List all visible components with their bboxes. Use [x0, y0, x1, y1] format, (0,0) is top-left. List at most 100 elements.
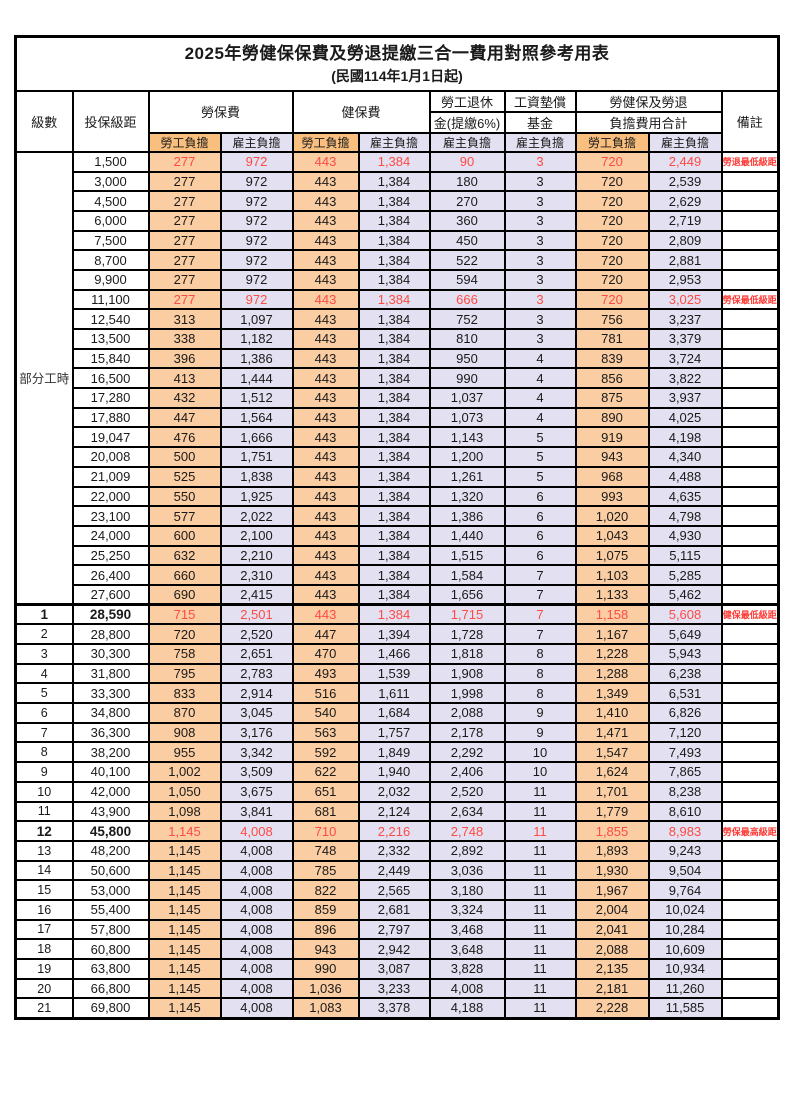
value-cell: 7,493	[647, 741, 723, 764]
bracket-cell: 28,590	[71, 603, 150, 626]
premium-reference-table: 2025年勞健保保費及勞退提繳三合一費用對照參考用表 (民國114年1月1日起)…	[14, 35, 781, 1020]
remark-cell	[720, 446, 780, 468]
value-cell: 833	[147, 682, 222, 705]
level-cell: 13	[14, 839, 74, 862]
value-cell: 3,237	[647, 308, 723, 330]
table-row: 9 40,100 1,002 3,509 622 1,940 2,406 10 1,624 7,8…	[14, 761, 780, 783]
value-cell: 720	[574, 229, 650, 252]
bracket-cell: 16,500	[71, 367, 150, 390]
table-row: 7,500 277 972 443 1,384 450 3 720 2,809	[16, 229, 780, 252]
level-cell: 10	[14, 780, 74, 803]
value-cell: 592	[291, 741, 360, 764]
value-cell: 1,394	[357, 623, 431, 645]
remark-cell	[720, 643, 780, 665]
value-cell: 1,167	[574, 623, 650, 645]
value-cell: 1,547	[574, 741, 650, 764]
value-cell: 1,728	[428, 623, 506, 645]
value-cell: 5,649	[647, 623, 723, 645]
value-cell: 1,384	[357, 406, 431, 429]
value-cell: 6,238	[647, 662, 723, 685]
table-row: 25,250 632 2,210 443 1,384 1,515 6 1,075 5,115	[16, 544, 780, 567]
bracket-cell: 60,800	[71, 938, 150, 960]
value-cell: 10	[503, 741, 577, 764]
value-cell: 525	[147, 465, 222, 488]
value-cell: 1,050	[147, 780, 222, 803]
value-cell: 7	[503, 564, 577, 586]
bracket-cell: 7,500	[71, 229, 150, 252]
level-cell: 14	[14, 859, 74, 882]
value-cell: 2,041	[574, 918, 650, 941]
value-cell: 2,216	[357, 820, 431, 842]
value-cell: 3,937	[647, 387, 723, 409]
value-cell: 10,284	[647, 918, 723, 941]
remark-cell	[720, 918, 780, 941]
value-cell: 476	[147, 426, 222, 449]
bracket-cell: 1,500	[71, 150, 150, 173]
table-row: 6 34,800 870 3,045 540 1,684 2,088 9 1,410 6,826	[14, 702, 780, 724]
value-cell: 447	[291, 623, 360, 645]
value-cell: 7,865	[647, 761, 723, 783]
value-cell: 8,983	[647, 820, 723, 842]
value-cell: 1,384	[357, 170, 431, 193]
value-cell: 1,715	[428, 603, 506, 626]
value-cell: 720	[574, 150, 650, 173]
value-cell: 11,585	[647, 997, 723, 1020]
table-row: 6,000 277 972 443 1,384 360 3 720 2,719	[16, 209, 780, 232]
table-row: 3 30,300 758 2,651 470 1,466 1,818 8 1,228 5,943	[14, 643, 780, 665]
level-cell: 6	[14, 702, 74, 724]
value-cell: 1,410	[574, 702, 650, 724]
bracket-cell: 45,800	[71, 820, 150, 842]
value-cell: 715	[147, 603, 222, 626]
value-cell: 3,509	[219, 761, 294, 783]
value-cell: 2,501	[219, 603, 294, 626]
value-cell: 5,943	[647, 643, 723, 665]
value-cell: 1,145	[147, 958, 222, 980]
value-cell: 3,822	[647, 367, 723, 390]
remark-cell	[720, 682, 780, 705]
value-cell: 1,386	[428, 505, 506, 527]
value-cell: 1,145	[147, 839, 222, 862]
table-row: 2 28,800 720 2,520 447 1,394 1,728 7 1,167 5,649	[14, 623, 780, 645]
value-cell: 1,384	[357, 446, 431, 468]
value-cell: 3,342	[219, 741, 294, 764]
table-row: 26,400 660 2,310 443 1,384 1,584 7 1,103 5,285	[16, 564, 780, 586]
value-cell: 1,701	[574, 780, 650, 803]
value-cell: 3	[503, 170, 577, 193]
value-cell: 972	[219, 150, 294, 173]
value-cell: 4,488	[647, 465, 723, 488]
value-cell: 6	[503, 505, 577, 527]
value-cell: 10	[503, 761, 577, 783]
value-cell: 890	[574, 406, 650, 429]
value-cell: 972	[219, 229, 294, 252]
value-cell: 748	[291, 839, 360, 862]
value-cell: 4,008	[428, 977, 506, 1000]
value-cell: 3,087	[357, 958, 431, 980]
bracket-cell: 43,900	[71, 800, 150, 823]
table-row: 部分工時 1,500 277 972 443 1,384 90 3 720 2,449 勞退最低級距	[14, 150, 780, 606]
value-cell: 972	[219, 268, 294, 291]
value-cell: 11,260	[647, 977, 723, 1000]
level-cell: 20	[14, 977, 74, 1000]
value-cell: 1,098	[147, 800, 222, 823]
bracket-cell: 26,400	[71, 564, 150, 586]
value-cell: 4,188	[428, 997, 506, 1020]
value-cell: 470	[291, 643, 360, 665]
value-cell: 443	[291, 150, 360, 173]
value-cell: 5,285	[647, 564, 723, 586]
value-cell: 1,893	[574, 839, 650, 862]
table-row: 13 48,200 1,145 4,008 748 2,332 2,892 11 1,893 9,…	[14, 839, 780, 862]
value-cell: 972	[219, 170, 294, 193]
value-cell: 3,324	[428, 898, 506, 921]
value-cell: 3,025	[647, 288, 723, 311]
value-cell: 443	[291, 524, 360, 547]
value-cell: 11	[503, 918, 577, 941]
bracket-cell: 13,500	[71, 328, 150, 350]
table-row: 15 53,000 1,145 4,008 822 2,565 3,180 11 1,967 9,…	[14, 879, 780, 901]
level-cell: 21	[14, 997, 74, 1020]
value-cell: 8	[503, 662, 577, 685]
value-cell: 277	[147, 150, 222, 173]
value-cell: 4,008	[219, 997, 294, 1020]
value-cell: 1,384	[357, 328, 431, 350]
value-cell: 1,998	[428, 682, 506, 705]
value-cell: 4,008	[219, 879, 294, 901]
